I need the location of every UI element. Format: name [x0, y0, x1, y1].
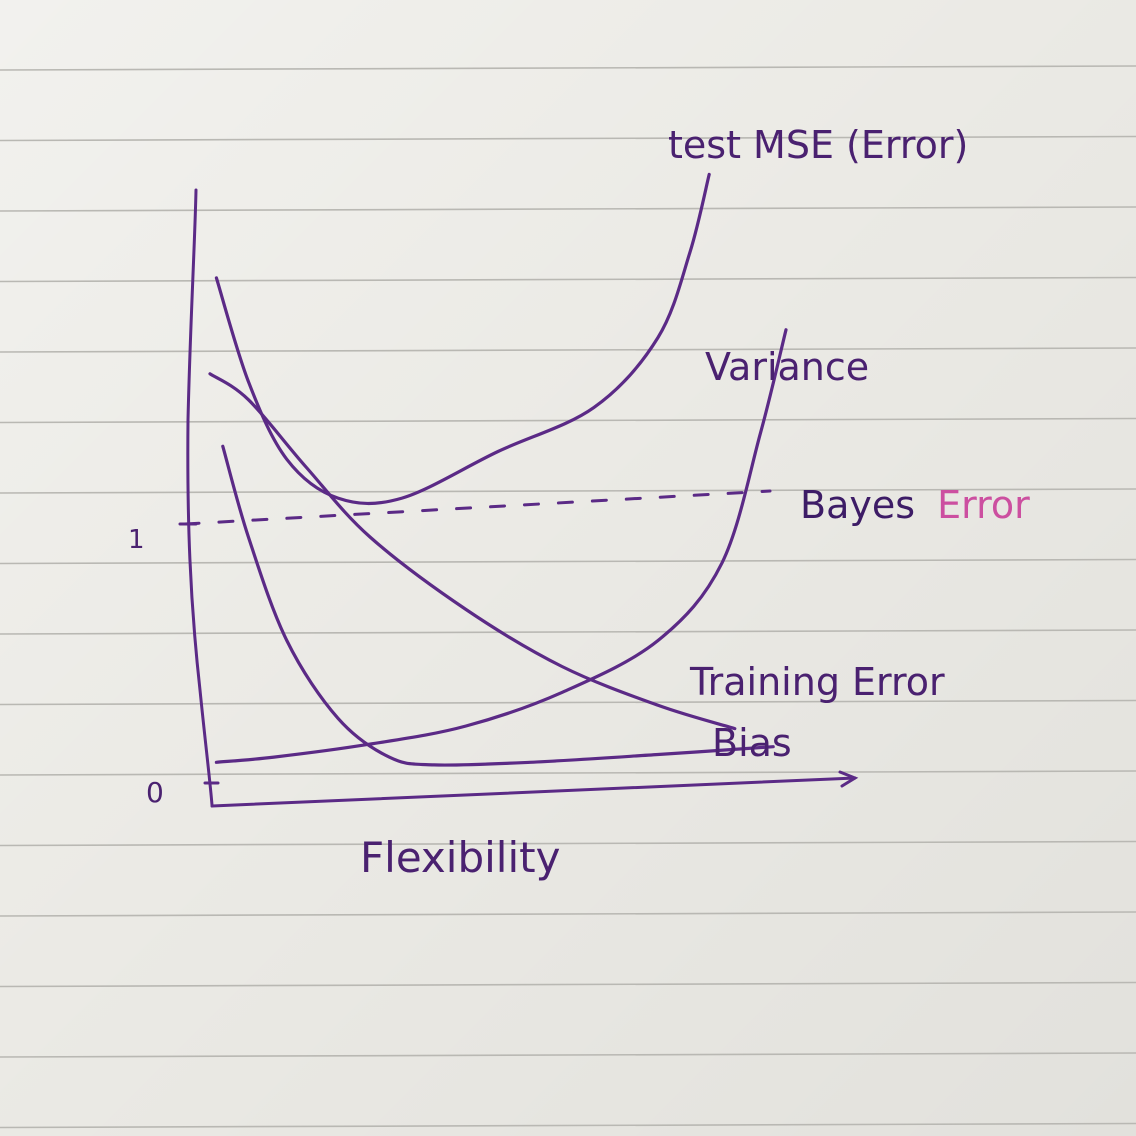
y-tick-label-0: 0: [146, 776, 164, 809]
bayes-label-prefix: Bayes: [800, 483, 915, 527]
series-line-training-error: [208, 372, 737, 731]
ruled-line: [0, 629, 1136, 635]
ruled-line: [0, 276, 1136, 283]
bayes-error-label: Bayes Error: [800, 483, 1030, 527]
ruled-line: [0, 347, 1136, 353]
ruled-line: [0, 981, 1136, 988]
series-label-variance: Variance: [705, 345, 869, 389]
ruled-line: [0, 1052, 1136, 1058]
bayes-label-suffix: Error: [937, 483, 1030, 527]
curves-group: [208, 172, 788, 767]
ruled-line: [0, 65, 1136, 71]
x-axis: [210, 776, 857, 808]
ruled-line: [0, 206, 1136, 212]
ruled-line: [0, 770, 1136, 776]
y-axis: [186, 188, 214, 807]
series-label-test-mse: test MSE (Error): [668, 123, 968, 167]
ruled-line: [0, 135, 1136, 142]
ruled-line: [0, 1122, 1136, 1129]
ruled-line: [0, 558, 1136, 565]
y-tick-label-1: 1: [128, 525, 145, 555]
ruled-lines: [0, 65, 1136, 1129]
bayes-error-line: [183, 489, 772, 526]
series-line-variance: [214, 328, 788, 764]
series-label-bias: Bias: [712, 721, 792, 765]
x-axis-title: Flexibility: [360, 833, 560, 882]
ruled-line: [0, 911, 1136, 917]
x-axis-arrow: [838, 770, 859, 788]
series-line-test-mse: [214, 172, 711, 506]
series-label-training-error: Training Error: [689, 660, 945, 704]
ruled-line: [0, 699, 1136, 706]
ruled-line: [0, 840, 1136, 847]
series-line-bias: [221, 444, 775, 767]
